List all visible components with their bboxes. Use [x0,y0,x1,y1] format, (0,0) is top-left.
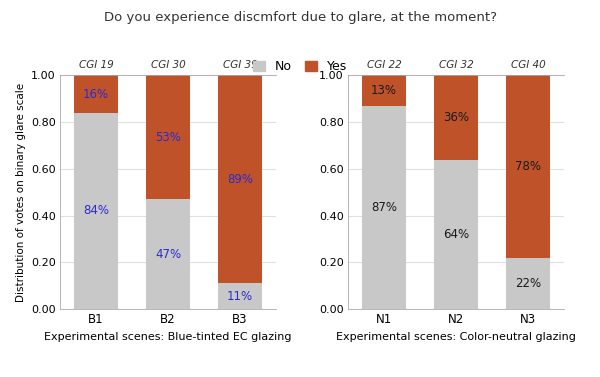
Text: 47%: 47% [155,248,181,261]
Bar [218,75,262,284]
Bar [74,75,118,113]
Y-axis label: Distribution of votes on binary glare scale: Distribution of votes on binary glare sc… [16,83,26,302]
Text: 89%: 89% [227,173,253,186]
Text: CGI 32: CGI 32 [439,60,473,70]
Legend: No, Yes: No, Yes [248,55,352,78]
Bar [362,75,406,106]
Text: 78%: 78% [515,160,541,173]
Text: 11%: 11% [227,290,253,303]
Bar [74,113,118,309]
Text: CGI 30: CGI 30 [151,60,185,70]
Bar [362,106,406,309]
Bar [506,258,550,309]
Text: 87%: 87% [371,201,397,214]
Text: Do you experience discmfort due to glare, at the moment?: Do you experience discmfort due to glare… [104,11,497,24]
Text: 64%: 64% [443,228,469,241]
Text: 22%: 22% [515,277,541,290]
Bar [146,75,190,199]
Bar [218,284,262,309]
X-axis label: Experimental scenes: Blue-tinted EC glazing: Experimental scenes: Blue-tinted EC glaz… [44,332,292,342]
Bar [506,75,550,258]
Text: CGI 40: CGI 40 [511,60,545,70]
Text: CGI 22: CGI 22 [367,60,401,70]
X-axis label: Experimental scenes: Color-neutral glazing: Experimental scenes: Color-neutral glazi… [336,332,576,342]
Text: 36%: 36% [443,111,469,124]
Bar [434,159,478,309]
Text: 53%: 53% [155,131,181,144]
Text: CGI 19: CGI 19 [79,60,113,70]
Text: CGI 39: CGI 39 [223,60,257,70]
Text: 84%: 84% [83,204,109,218]
Text: 13%: 13% [371,84,397,97]
Bar [434,75,478,159]
Text: 16%: 16% [83,87,109,101]
Bar [146,199,190,309]
